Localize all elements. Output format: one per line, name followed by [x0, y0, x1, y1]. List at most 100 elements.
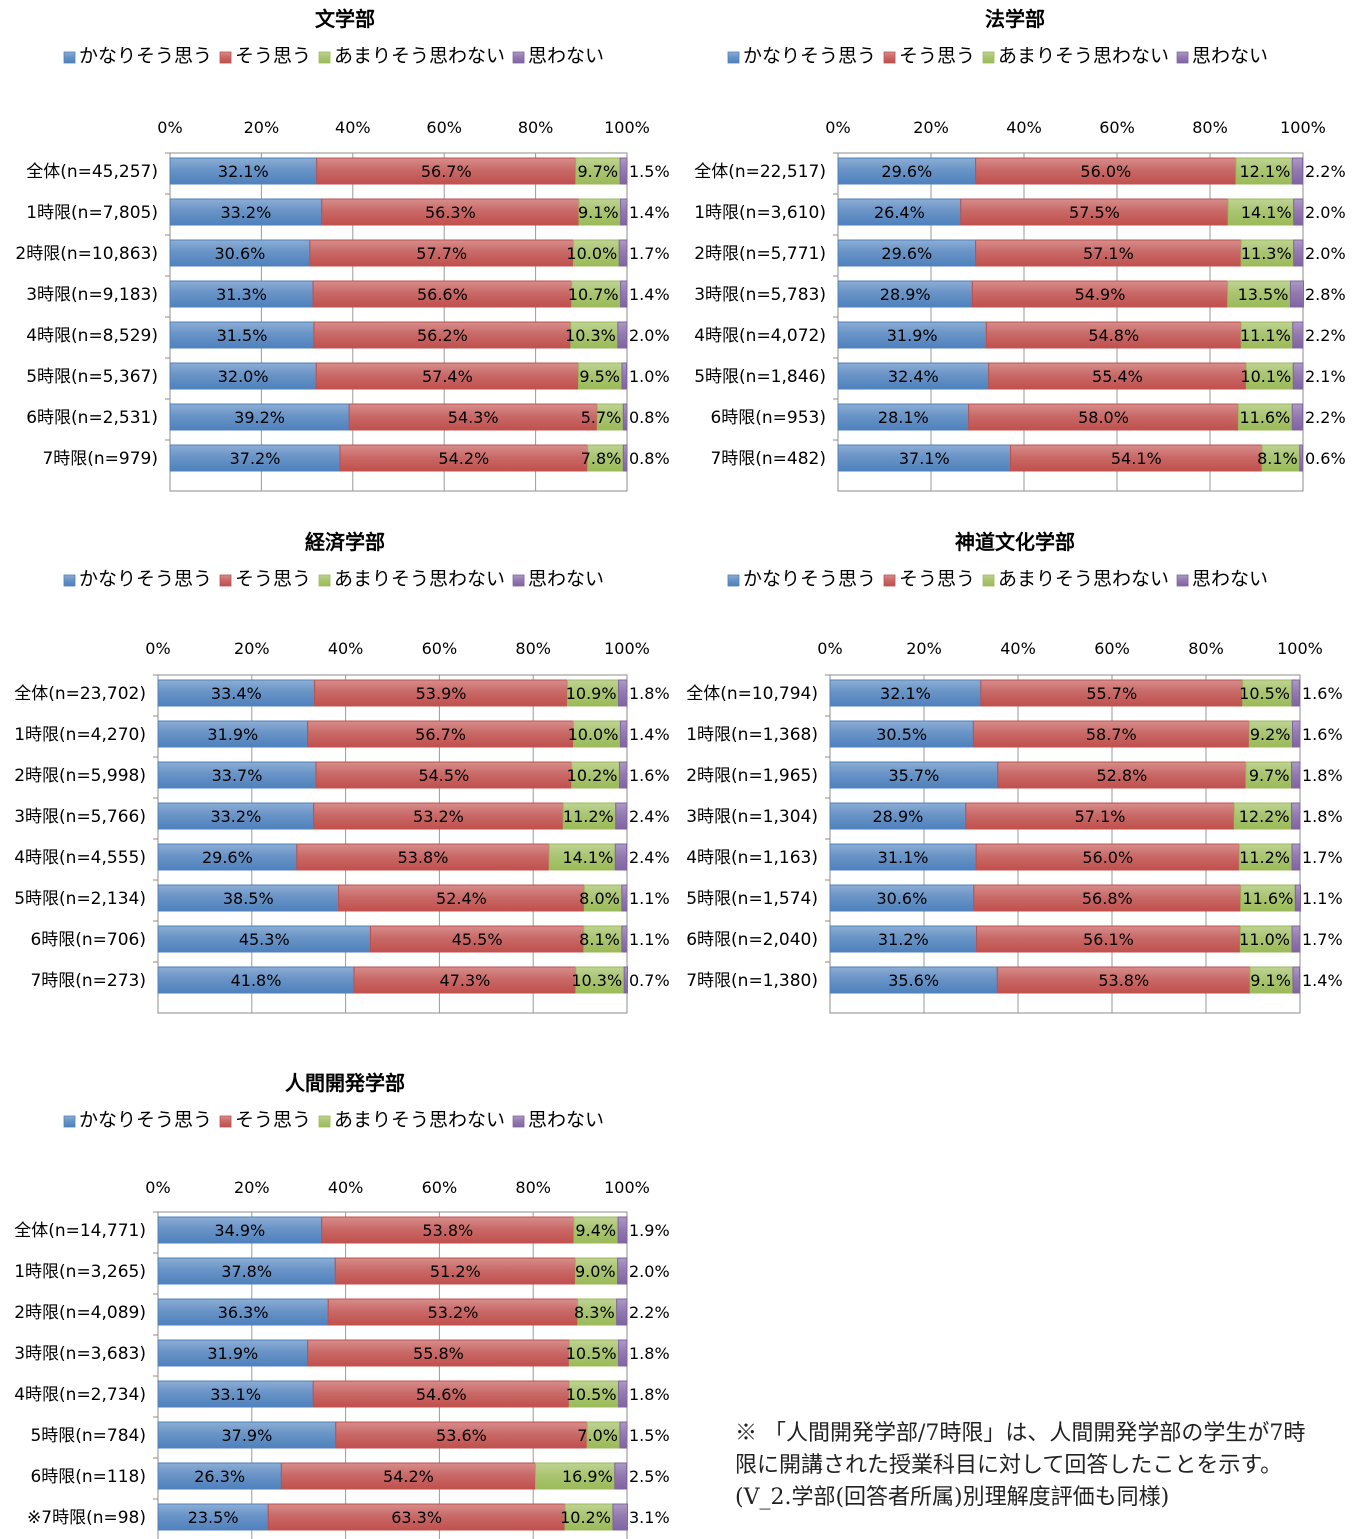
bar-segment [620, 198, 628, 226]
data-label: 2.2% [1305, 326, 1346, 345]
data-label: 1.7% [629, 244, 670, 263]
data-label: 10.3% [571, 971, 622, 990]
data-label: 32.4% [888, 367, 939, 386]
bar-segment [617, 1257, 628, 1285]
bar-segment [1289, 280, 1304, 308]
legend-swatch [63, 51, 76, 64]
data-label: 56.1% [1083, 930, 1134, 949]
category-label: 5時限(n=5,367) [26, 367, 158, 387]
data-label: 11.1% [1240, 326, 1291, 345]
bar-segment [157, 802, 315, 830]
legend-label: あまりそう思わない [334, 45, 505, 67]
bar-segment [621, 884, 628, 912]
bar-segment [1291, 720, 1301, 748]
legend: かなりそう思う そう思う あまりそう思わない 思わない [63, 568, 604, 590]
category-label: 4時限(n=4,072) [694, 326, 826, 346]
data-label: 31.9% [207, 725, 258, 744]
data-label: 1.5% [629, 162, 670, 181]
legend-swatch [512, 574, 525, 587]
data-label: 33.4% [211, 684, 262, 703]
data-label: 11.3% [1241, 244, 1292, 263]
bar-segment [829, 925, 978, 953]
x-tick-label: 80% [1192, 118, 1228, 137]
data-label: 1.8% [629, 1385, 670, 1404]
legend-swatch [318, 574, 331, 587]
data-label: 29.6% [881, 244, 932, 263]
data-label: 2.8% [1305, 285, 1346, 304]
bar-segment [583, 884, 623, 912]
bar-segment [535, 1462, 616, 1490]
bar-segment [307, 1339, 570, 1367]
bar-segment [564, 1503, 614, 1531]
legend-swatch [318, 1115, 331, 1128]
data-label: 14.1% [1241, 203, 1292, 222]
x-tick-label: 80% [515, 639, 551, 658]
category-label: 全体(n=23,702) [14, 684, 146, 704]
bar-segment [972, 720, 1250, 748]
bar-segment [622, 444, 628, 472]
legend-label: かなりそう思う [79, 45, 212, 67]
data-label: 0.7% [629, 971, 670, 990]
x-tick-label: 60% [422, 639, 458, 658]
data-label: 2.0% [629, 1262, 670, 1281]
bar-segment [965, 802, 1235, 830]
data-label: 54.9% [1075, 285, 1126, 304]
legend-label: そう思う [899, 568, 975, 590]
x-tick-label: 0% [817, 639, 842, 658]
data-label: 1.4% [629, 725, 670, 744]
bar-segment [568, 1380, 620, 1408]
data-label: 35.6% [888, 971, 939, 990]
bar-segment [837, 157, 977, 185]
data-label: 1.1% [629, 889, 670, 908]
data-label: 52.4% [436, 889, 487, 908]
data-label: 56.0% [1080, 162, 1131, 181]
bar-segment [335, 1421, 588, 1449]
data-label: 56.0% [1082, 848, 1133, 867]
data-label: 1.0% [629, 367, 670, 386]
bar-segment [568, 1339, 620, 1367]
bar-segment [321, 198, 580, 226]
data-label: 28.9% [873, 807, 924, 826]
data-label: 52.8% [1096, 766, 1147, 785]
data-label: 5.7% [581, 408, 622, 427]
bar-segment [829, 802, 967, 830]
bar-segment [321, 1216, 575, 1244]
bar-segment [619, 720, 628, 748]
data-label: 35.7% [888, 766, 939, 785]
x-tick-label: 100% [604, 639, 650, 658]
data-label: 9.1% [1250, 971, 1291, 990]
x-tick-label: 100% [604, 118, 650, 137]
x-tick-label: 100% [1280, 118, 1326, 137]
bar-segment [997, 761, 1247, 789]
bar-segment [312, 1380, 570, 1408]
data-label: 51.2% [430, 1262, 481, 1281]
data-label: 9.2% [1250, 725, 1291, 744]
x-tick-label: 60% [426, 118, 462, 137]
bar-segment [975, 239, 1242, 267]
data-label: 11.0% [1239, 930, 1290, 949]
bar-segment [169, 403, 350, 431]
data-label: 30.6% [876, 889, 927, 908]
x-tick-label: 40% [335, 118, 371, 137]
data-label: 31.9% [207, 1344, 258, 1363]
category-label: 5時限(n=1,846) [694, 367, 826, 387]
data-label: 33.7% [212, 766, 263, 785]
data-label: 58.0% [1078, 408, 1129, 427]
data-label: 1.7% [1302, 930, 1343, 949]
category-label: 2時限(n=5,771) [694, 244, 826, 264]
bar-segment [1293, 198, 1304, 226]
category-label: 7時限(n=273) [30, 971, 146, 991]
data-label: 33.2% [220, 203, 271, 222]
bar-segment [988, 362, 1247, 390]
bar-segment [157, 1462, 282, 1490]
legend-swatch [1176, 51, 1189, 64]
legend-swatch [727, 574, 740, 587]
data-label: 10.7% [568, 285, 619, 304]
bar-segment [157, 1339, 309, 1367]
category-label: 7時限(n=482) [710, 449, 826, 469]
bar-segment [157, 925, 371, 953]
bar-segment [1240, 884, 1296, 912]
data-label: 10.1% [1240, 367, 1291, 386]
category-label: ※7時限(n=98) [27, 1508, 146, 1528]
data-label: 2.0% [1305, 244, 1346, 263]
